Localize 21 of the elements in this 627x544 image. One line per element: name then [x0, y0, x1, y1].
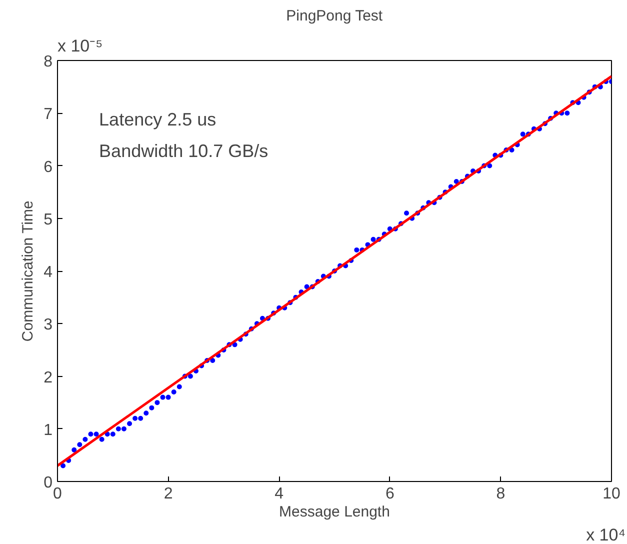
x-tick-label: 4 — [274, 486, 284, 502]
y-axis-title: Communication Time — [20, 200, 37, 342]
x-tick-label: 6 — [385, 486, 394, 502]
x-tick-label: 10 — [602, 486, 620, 502]
x-tick-label: 2 — [164, 486, 173, 502]
y-tick-label: 4 — [44, 264, 53, 281]
text: x 10⁻⁵ — [58, 36, 103, 56]
y-tick-label: 7 — [44, 106, 53, 124]
annotation: Latency 2.5 us — [99, 109, 216, 130]
y-tick-label: 0 — [44, 474, 53, 492]
y-tick-label: 3 — [44, 316, 53, 334]
y-tick-label: 5 — [44, 211, 53, 228]
y-tick-label: 1 — [44, 422, 53, 439]
text: x 10⁴ — [586, 526, 626, 544]
chart-title: PingPong Test — [286, 8, 384, 24]
x-axis-title: Message Length — [279, 504, 390, 520]
x-tick-label: 8 — [496, 486, 506, 502]
y-tick-label: 6 — [44, 158, 53, 176]
y-tick-label: 8 — [44, 54, 53, 70]
annotation: Bandwidth 10.7 GB/s — [99, 141, 268, 162]
y-tick-label: 2 — [44, 369, 53, 386]
